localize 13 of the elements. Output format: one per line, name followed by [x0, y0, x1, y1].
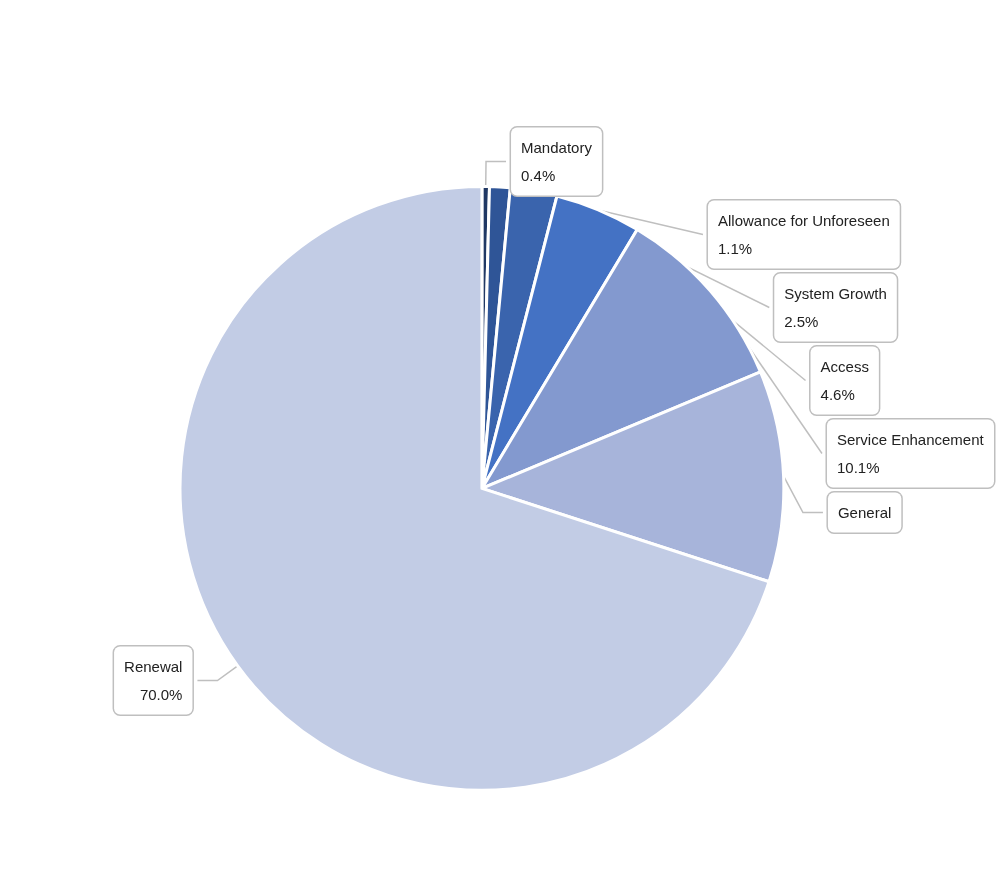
data-label: 0.4% [521, 167, 556, 185]
data-label: 2.5% [784, 313, 819, 331]
slice-label: Allowance for Unforeseen [717, 212, 890, 230]
slice-label: General [837, 504, 892, 522]
data-label: 1.1% [717, 240, 753, 258]
slice-label: Mandatory [521, 139, 593, 157]
slice-label: Renewal [124, 658, 183, 676]
slice-label: Service Enhancement [836, 431, 985, 449]
data-label: 70.0% [139, 686, 183, 704]
data-label: 10.1% [836, 459, 880, 477]
data-label: 4.6% [820, 386, 855, 404]
slice-label: System Growth [784, 285, 887, 303]
slice-label: Access [820, 358, 869, 376]
